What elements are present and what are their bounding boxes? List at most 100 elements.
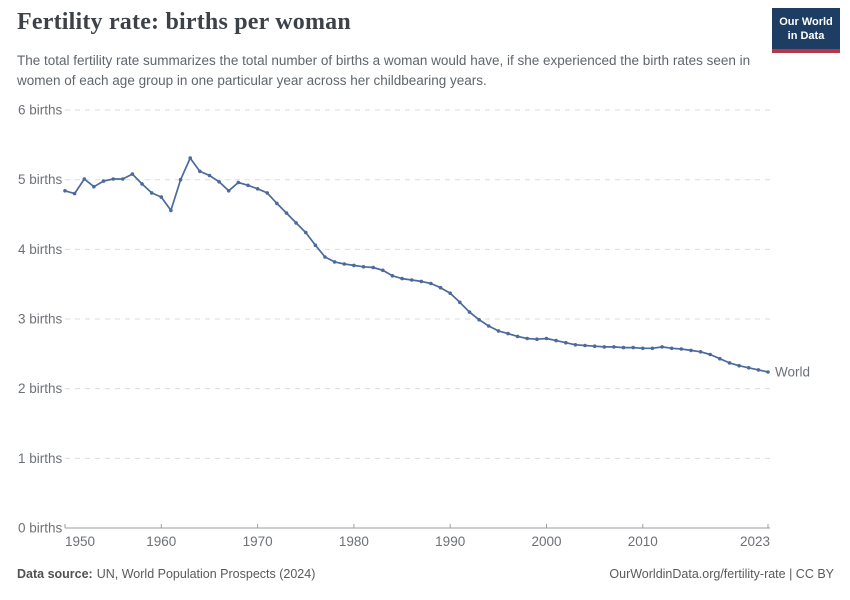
data-point[interactable] xyxy=(198,169,202,174)
data-point[interactable] xyxy=(573,343,578,347)
data-point[interactable] xyxy=(82,177,87,181)
data-point[interactable] xyxy=(409,278,414,282)
data-point[interactable] xyxy=(727,361,732,365)
y-tick-label: 3 births xyxy=(18,312,63,327)
data-point[interactable] xyxy=(284,211,289,215)
data-point[interactable] xyxy=(342,262,347,266)
data-point[interactable] xyxy=(169,208,173,213)
data-point[interactable] xyxy=(92,184,96,189)
data-point[interactable] xyxy=(766,370,770,374)
data-point[interactable] xyxy=(592,344,597,348)
data-point[interactable] xyxy=(332,260,337,264)
data-point[interactable] xyxy=(371,265,376,270)
data-point[interactable] xyxy=(631,345,635,350)
data-point[interactable] xyxy=(294,221,298,225)
data-point[interactable] xyxy=(477,317,481,322)
data-point[interactable] xyxy=(188,156,192,160)
data-point[interactable] xyxy=(361,265,366,269)
data-point[interactable] xyxy=(525,336,529,341)
data-point[interactable] xyxy=(756,368,761,372)
data-point[interactable] xyxy=(381,268,385,273)
data-point[interactable] xyxy=(246,183,250,188)
y-tick-label: 6 births xyxy=(18,103,63,118)
data-point[interactable] xyxy=(101,179,106,183)
data-point[interactable] xyxy=(149,191,154,195)
data-point[interactable] xyxy=(535,337,539,341)
data-point[interactable] xyxy=(669,346,674,351)
x-tick-label: 1990 xyxy=(435,534,465,549)
data-point[interactable] xyxy=(544,336,549,341)
data-point[interactable] xyxy=(564,340,568,345)
data-point[interactable] xyxy=(72,191,77,196)
x-tick-label: 1980 xyxy=(339,534,369,549)
data-point[interactable] xyxy=(323,255,327,259)
data-point[interactable] xyxy=(63,189,67,193)
line-chart[interactable]: 0 births 1 births 2 births 3 births 4 births… xyxy=(0,95,850,565)
data-point[interactable] xyxy=(650,346,655,351)
data-point[interactable] xyxy=(130,172,135,176)
owid-logo-line2: in Data xyxy=(787,30,825,43)
data-point[interactable] xyxy=(226,189,231,193)
y-tick-label: 5 births xyxy=(18,172,63,187)
data-point[interactable] xyxy=(429,281,433,286)
chart-footer: Data source: UN, World Population Prospec… xyxy=(17,567,834,581)
data-point[interactable] xyxy=(506,331,510,336)
data-source-label: Data source: xyxy=(17,567,93,581)
data-point[interactable] xyxy=(621,345,626,350)
series-end-label: World xyxy=(775,364,810,379)
data-point[interactable] xyxy=(515,334,520,339)
data-point[interactable] xyxy=(458,300,462,305)
data-point[interactable] xyxy=(419,279,424,284)
x-tick-label: 1960 xyxy=(146,534,176,549)
x-tick-label: 1970 xyxy=(243,534,273,549)
y-tick-label: 0 births xyxy=(18,521,63,536)
chart-subtitle: The total fertility rate summarizes the … xyxy=(17,53,751,88)
data-point[interactable] xyxy=(718,356,722,361)
data-point[interactable] xyxy=(111,177,115,181)
owid-logo[interactable]: Our World in Data xyxy=(772,8,840,53)
data-point[interactable] xyxy=(313,243,318,247)
data-point[interactable] xyxy=(737,363,741,368)
data-point[interactable] xyxy=(660,345,664,349)
data-point[interactable] xyxy=(602,345,607,349)
data-point[interactable] xyxy=(612,345,616,349)
data-point[interactable] xyxy=(265,191,270,195)
data-source-value: UN, World Population Prospects (2024) xyxy=(96,567,316,581)
data-point[interactable] xyxy=(159,195,164,199)
data-point[interactable] xyxy=(217,180,221,184)
series-line-world[interactable] xyxy=(64,157,769,373)
data-point[interactable] xyxy=(679,347,684,351)
data-point[interactable] xyxy=(304,230,308,235)
data-point[interactable] xyxy=(121,177,125,181)
chart-canvas[interactable]: 0 births 1 births 2 births 3 births 4 births… xyxy=(0,95,850,565)
data-point[interactable] xyxy=(275,201,279,206)
data-point[interactable] xyxy=(255,187,260,191)
y-tick-label: 1 births xyxy=(18,451,63,466)
data-point[interactable] xyxy=(486,324,491,328)
page-title: Fertility rate: births per woman xyxy=(17,9,351,35)
data-point[interactable] xyxy=(708,352,712,357)
x-tick-label: 2023 xyxy=(740,534,770,549)
data-point[interactable] xyxy=(236,180,241,185)
data-point[interactable] xyxy=(400,276,404,281)
data-point[interactable] xyxy=(689,348,693,353)
data-point[interactable] xyxy=(438,285,443,290)
data-point[interactable] xyxy=(698,350,703,354)
data-point[interactable] xyxy=(352,263,356,268)
data-point[interactable] xyxy=(496,329,501,333)
y-tick-label: 2 births xyxy=(18,381,63,396)
attribution: OurWorldinData.org/fertility-rate | CC B… xyxy=(609,567,834,581)
data-point[interactable] xyxy=(140,182,144,186)
data-point[interactable] xyxy=(207,173,212,178)
data-point[interactable] xyxy=(448,291,453,295)
data-point[interactable] xyxy=(746,366,751,370)
data-point[interactable] xyxy=(554,338,558,343)
data-point[interactable] xyxy=(583,343,587,348)
data-point[interactable] xyxy=(641,346,645,351)
owid-logo-line1: Our World xyxy=(779,16,833,28)
data-point[interactable] xyxy=(178,177,183,182)
data-point[interactable] xyxy=(467,310,472,314)
y-tick-label: 4 births xyxy=(18,242,63,257)
data-point[interactable] xyxy=(390,274,395,278)
x-tick-label: 2000 xyxy=(531,534,561,549)
